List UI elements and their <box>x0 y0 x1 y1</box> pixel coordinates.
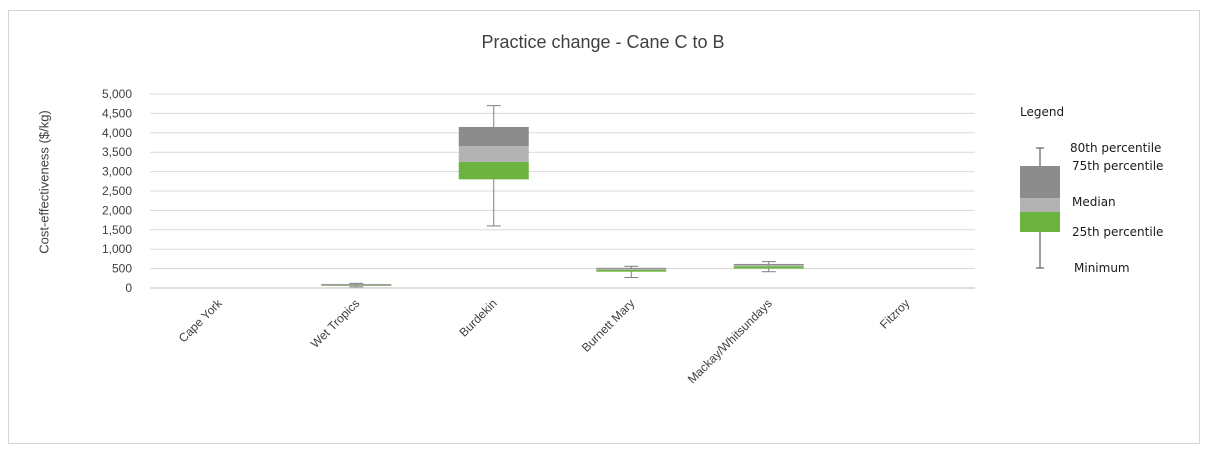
legend-title: Legend <box>1020 105 1064 119</box>
y-tick-label: 3,000 <box>102 165 132 179</box>
x-tick-label: Wet Tropics <box>308 296 363 351</box>
x-tick-label: Mackay/Whitsundays <box>685 296 775 386</box>
y-tick-label: 2,000 <box>102 203 132 217</box>
x-tick-labels: Cape York Wet Tropics Burdekin Burnett Mary… <box>176 296 913 387</box>
x-tick-label: Cape York <box>176 296 226 346</box>
y-tick-label: 2,500 <box>102 184 132 198</box>
x-tick-label: Fitzroy <box>877 296 912 331</box>
box-upper-segment <box>733 263 804 266</box>
legend-item-label: 75th percentile <box>1072 159 1163 173</box>
box-upper-segment <box>596 267 667 269</box>
y-tick-label: 0 <box>125 281 132 295</box>
box-plots <box>321 105 804 288</box>
legend-item-label: Minimum <box>1074 261 1130 275</box>
grid-lines <box>150 93 975 289</box>
box-4 <box>733 261 804 273</box>
box-middle-segment <box>458 146 529 162</box>
legend-upper-box <box>1020 166 1060 198</box>
y-tick-label: 5,000 <box>102 87 132 101</box>
legend-lower-box <box>1020 212 1060 232</box>
y-tick-label: 3,500 <box>102 145 132 159</box>
legend-mid-box <box>1020 198 1060 212</box>
x-tick-label: Burdekin <box>456 296 499 339</box>
box-middle-segment <box>596 268 667 270</box>
chart-title: Practice change - Cane C to B <box>481 32 725 52</box>
box-lower-segment <box>596 269 667 272</box>
box-lower-segment <box>733 266 804 269</box>
box-lower-segment <box>458 161 529 180</box>
y-tick-label: 1,500 <box>102 223 132 237</box>
legend-item-label: 25th percentile <box>1072 225 1163 239</box>
box-upper-segment <box>321 284 392 286</box>
y-tick-label: 1,000 <box>102 242 132 256</box>
box-2 <box>458 105 529 227</box>
box-1 <box>321 282 392 288</box>
legend-item-label: Median <box>1072 195 1116 209</box>
y-tick-label: 4,500 <box>102 106 132 120</box>
legend-item-label: 80th percentile <box>1070 141 1161 155</box>
chart-frame <box>8 10 1200 444</box>
box-upper-segment <box>458 126 529 147</box>
box-middle-segment <box>733 265 804 267</box>
x-tick-label: Burnett Mary <box>579 296 637 354</box>
legend: Legend 80th percentile 75th percentile Medi… <box>1020 105 1163 275</box>
box-3 <box>596 265 667 279</box>
y-tick-label: 4,000 <box>102 126 132 140</box>
y-tick-labels: 0 500 1,000 1,500 2,000 2,500 3,000 3,500 4,000 4… <box>102 87 132 295</box>
y-tick-label: 500 <box>112 262 132 276</box>
